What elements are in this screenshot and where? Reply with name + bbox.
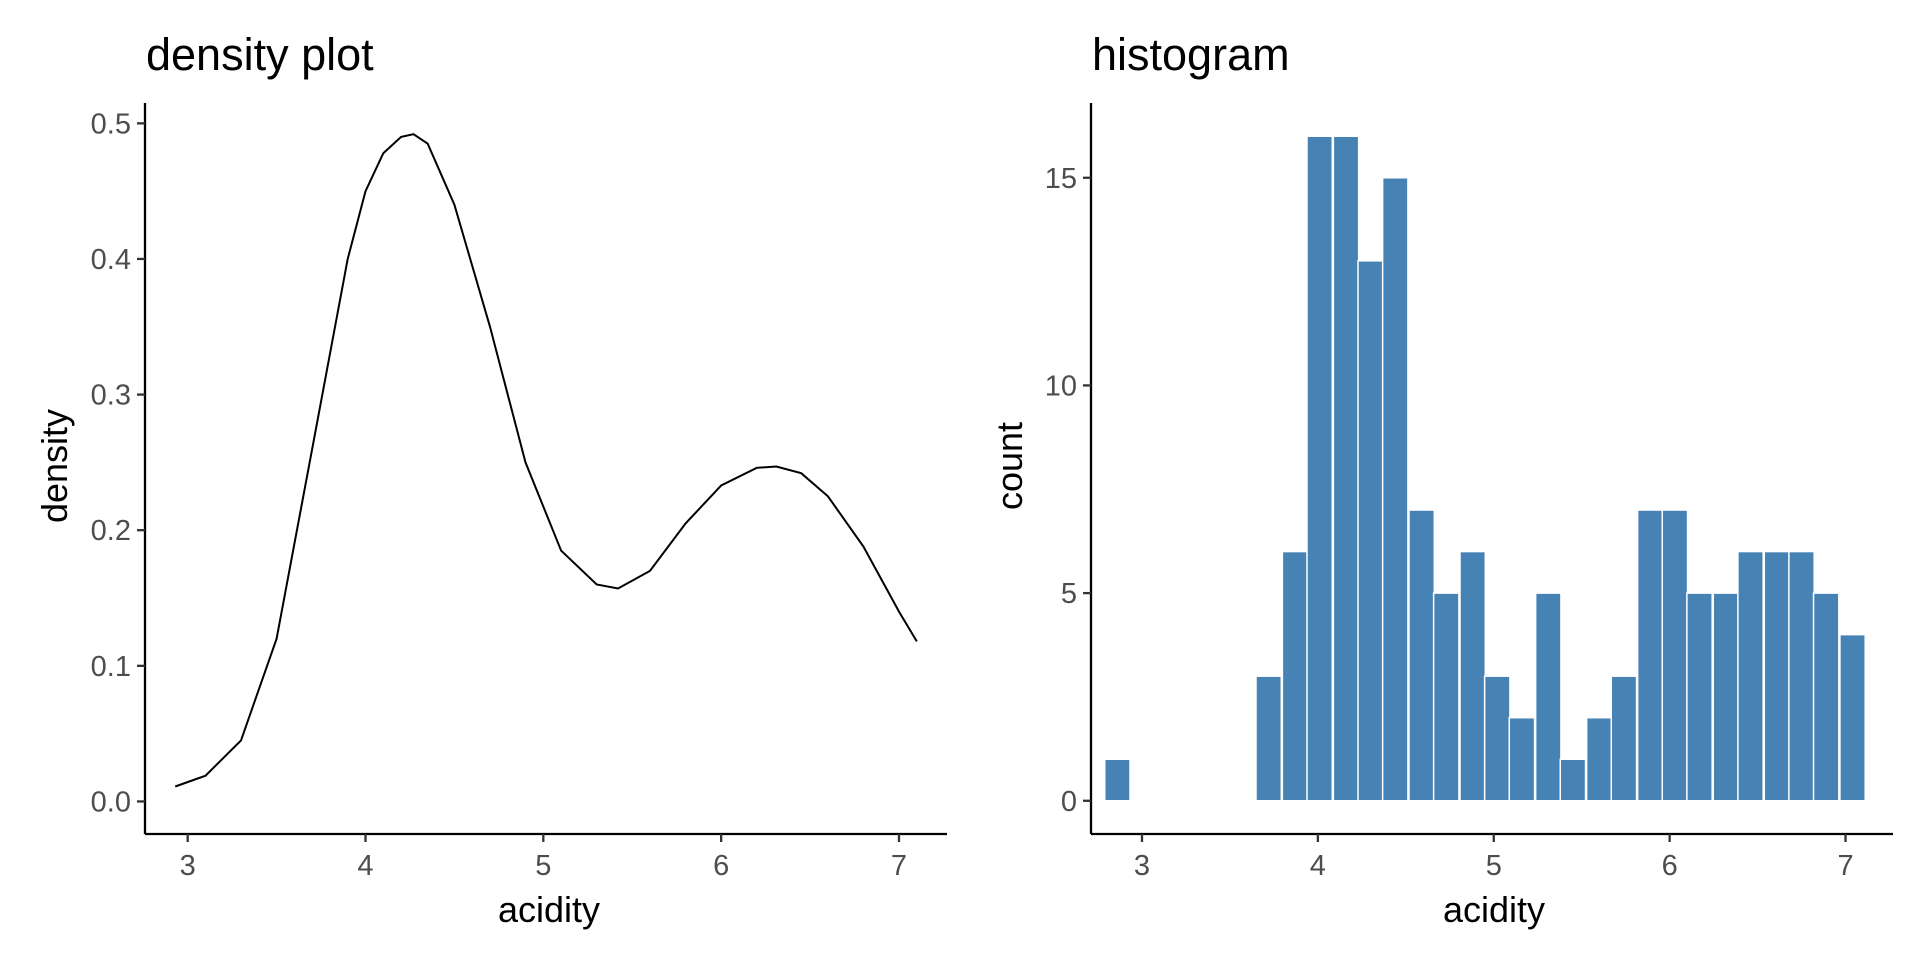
- histogram-x-tick-label: 5: [1486, 850, 1502, 882]
- histogram-panel: histogram count acidity 0 5 10 15 3 4 5 6 7: [989, 29, 1893, 930]
- histogram-y-tick-label: 10: [1045, 370, 1077, 402]
- histogram-title: histogram: [1092, 29, 1290, 80]
- histogram-bar: [1636, 509, 1664, 802]
- histogram-bar: [1255, 675, 1283, 802]
- histogram-bar: [1357, 260, 1385, 802]
- histogram-bar: [1812, 592, 1840, 802]
- density-y-tick-label: 0.2: [91, 515, 131, 547]
- density-plot-panel: density plot density acidity 0.0 0.1 0.2 0.…: [34, 29, 947, 930]
- density-y-tick-label: 0.0: [91, 786, 131, 818]
- histogram-bar: [1508, 716, 1536, 802]
- histogram-bar: [1585, 716, 1613, 802]
- histogram-y-tick-label: 15: [1045, 163, 1077, 195]
- histogram-bar: [1483, 675, 1511, 802]
- histogram-y-tick-label: 0: [1061, 786, 1077, 818]
- density-x-axis-title: acidity: [498, 889, 600, 930]
- density-y-axis-title: density: [34, 409, 75, 523]
- histogram-y-tick-label: 5: [1061, 578, 1077, 610]
- density-y-tick-label: 0.3: [91, 380, 131, 412]
- histogram-bar: [1788, 550, 1815, 802]
- histogram-bar: [1534, 592, 1562, 802]
- histogram-bar: [1839, 633, 1866, 802]
- histogram-bar: [1332, 135, 1360, 802]
- histogram-bar: [1610, 675, 1638, 802]
- histogram-bar: [1281, 550, 1309, 802]
- histogram-bar: [1432, 592, 1460, 802]
- density-y-tick-label: 0.1: [91, 651, 131, 683]
- density-curve: [174, 133, 918, 788]
- histogram-bar: [1103, 758, 1131, 802]
- density-y-tick-label: 0.5: [91, 108, 131, 140]
- histogram-y-axis-title: count: [989, 422, 1030, 510]
- histogram-bar: [1763, 550, 1791, 802]
- histogram-bar: [1306, 135, 1334, 802]
- histogram-bar: [1381, 177, 1409, 802]
- density-x-tick-label: 4: [357, 850, 373, 882]
- density-x-tick-label: 7: [891, 850, 907, 882]
- histogram-x-tick-label: 6: [1662, 850, 1678, 882]
- histogram-bar: [1408, 509, 1436, 802]
- density-plot-title: density plot: [146, 29, 374, 80]
- histogram-x-tick-label: 4: [1310, 850, 1326, 882]
- histogram-x-axis-title: acidity: [1443, 889, 1545, 930]
- density-y-tick-label: 0.4: [91, 244, 131, 276]
- histogram-bar: [1737, 550, 1764, 802]
- histogram-bar: [1686, 592, 1713, 802]
- histogram-bar: [1459, 550, 1487, 802]
- histogram-x-tick-label: 7: [1837, 850, 1853, 882]
- density-x-tick-label: 6: [713, 850, 729, 882]
- histogram-x-tick-label: 3: [1134, 850, 1150, 882]
- density-x-tick-label: 5: [535, 850, 551, 882]
- histogram-bar: [1559, 758, 1587, 802]
- histogram-bar: [1661, 509, 1689, 802]
- density-x-tick-label: 3: [180, 850, 196, 882]
- histogram-bar: [1712, 592, 1740, 802]
